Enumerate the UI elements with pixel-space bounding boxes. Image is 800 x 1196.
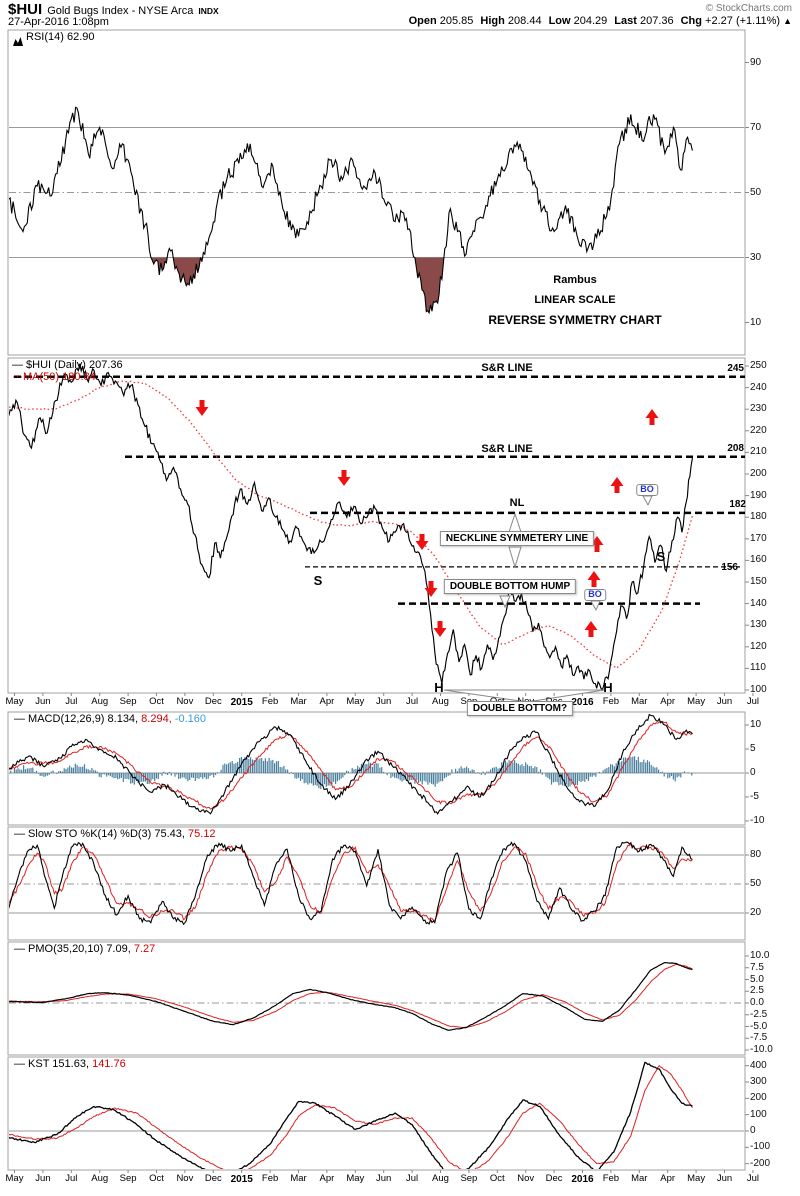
quote-value: 208.44 [504, 15, 542, 27]
down-arrow-icon [415, 534, 429, 550]
ticker-symbol: $HUI [8, 1, 43, 18]
down-arrow-icon [195, 400, 209, 416]
quote-value: +2.27 (+1.11%) [702, 15, 781, 27]
up-arrow-icon [587, 571, 601, 587]
quote-label: Low [548, 15, 571, 27]
quote-label: Last [614, 15, 637, 27]
chart-title: Gold Bugs Index - NYSE Arca [47, 5, 194, 17]
quote-label: Open [408, 15, 437, 27]
down-arrow-icon [424, 581, 438, 597]
copyright-label: © StockCharts.com [705, 3, 792, 14]
header-line1: $HUI Gold Bugs Index - NYSE Arca INDX [8, 1, 219, 18]
quote-label: High [480, 15, 505, 27]
change-direction-icon: ▲ [783, 16, 792, 26]
down-arrow-icon [337, 470, 351, 486]
up-arrow-icon [610, 477, 624, 493]
exchange-tag: INDX [198, 6, 219, 16]
quote-value: 207.36 [636, 15, 674, 27]
datetime-label: 27-Apr-2016 1:08pm [8, 16, 109, 28]
quote-bar: Open 205.85 High 208.44 Low 204.29 Last 207… [402, 15, 792, 27]
mini-chart-icon [13, 33, 23, 51]
down-arrow-icon [433, 621, 447, 637]
up-arrow-icon [645, 409, 659, 425]
quote-value: 205.85 [436, 15, 474, 27]
up-arrow-icon [584, 621, 598, 637]
up-arrow-icon [590, 536, 604, 552]
quote-label: Chg [680, 15, 702, 27]
quote-value: 204.29 [570, 15, 608, 27]
